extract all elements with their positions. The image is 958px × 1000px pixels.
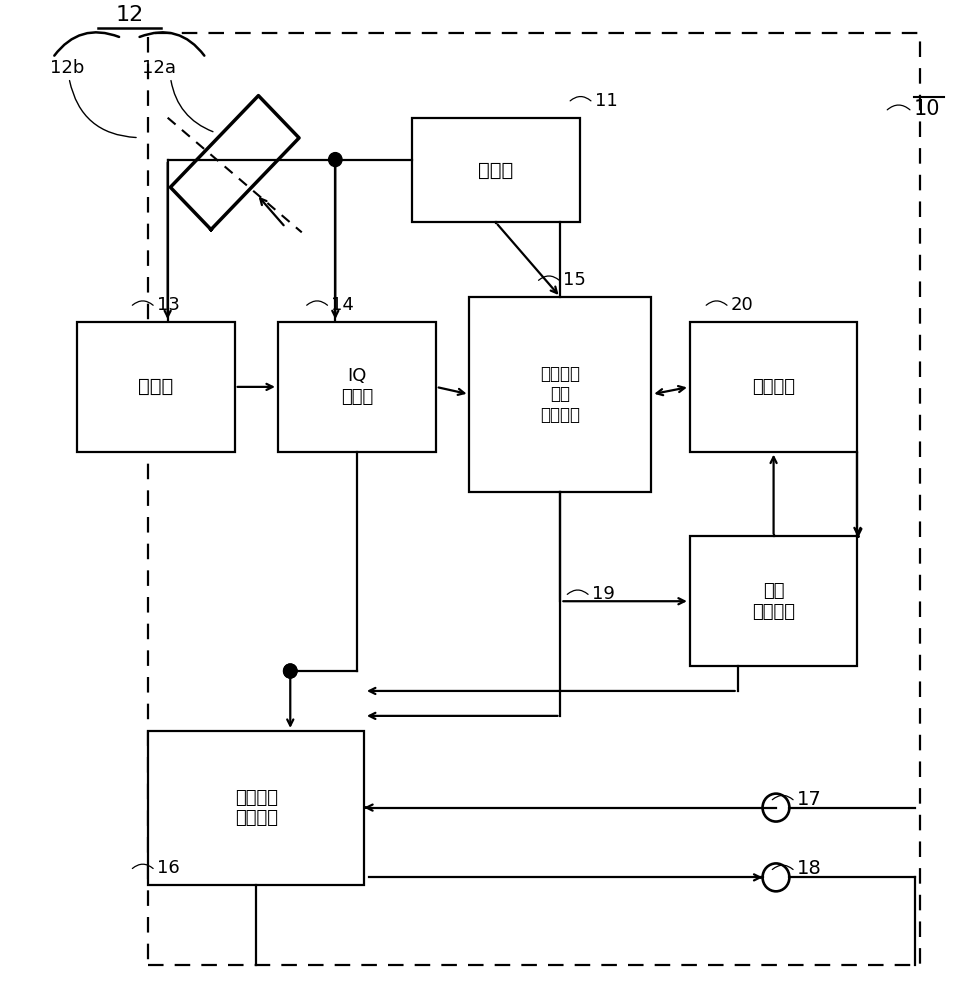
Bar bbox=[412, 118, 580, 222]
Bar bbox=[469, 297, 651, 492]
Text: 20: 20 bbox=[731, 296, 754, 314]
Text: 19: 19 bbox=[592, 585, 615, 603]
Circle shape bbox=[284, 664, 297, 678]
Bar bbox=[690, 322, 857, 452]
Text: 12b: 12b bbox=[50, 59, 84, 77]
Text: 放大器: 放大器 bbox=[138, 377, 173, 396]
Text: 17: 17 bbox=[797, 790, 822, 809]
Text: 18: 18 bbox=[797, 859, 822, 878]
Bar bbox=[148, 33, 920, 965]
Text: 控制電路: 控制電路 bbox=[752, 378, 795, 396]
Text: 移動距離
運算電路: 移動距離 運算電路 bbox=[235, 789, 278, 827]
Text: 16: 16 bbox=[157, 859, 180, 877]
Text: 停止
判定電路: 停止 判定電路 bbox=[752, 582, 795, 621]
Bar bbox=[690, 536, 857, 666]
Text: 相位旋轉
中心
檢測電路: 相位旋轉 中心 檢測電路 bbox=[540, 365, 581, 424]
Circle shape bbox=[329, 153, 342, 167]
Circle shape bbox=[284, 664, 297, 678]
Text: 15: 15 bbox=[563, 271, 586, 289]
Text: 12a: 12a bbox=[142, 59, 175, 77]
Text: 12: 12 bbox=[115, 5, 144, 25]
Text: 11: 11 bbox=[595, 92, 618, 110]
Text: 振蕩器: 振蕩器 bbox=[478, 161, 513, 180]
Bar bbox=[77, 322, 235, 452]
Text: 14: 14 bbox=[331, 296, 354, 314]
Text: 10: 10 bbox=[914, 99, 941, 119]
Text: 13: 13 bbox=[157, 296, 180, 314]
Bar bbox=[148, 731, 364, 885]
Bar bbox=[278, 322, 436, 452]
Text: IQ
解調器: IQ 解調器 bbox=[341, 367, 373, 406]
